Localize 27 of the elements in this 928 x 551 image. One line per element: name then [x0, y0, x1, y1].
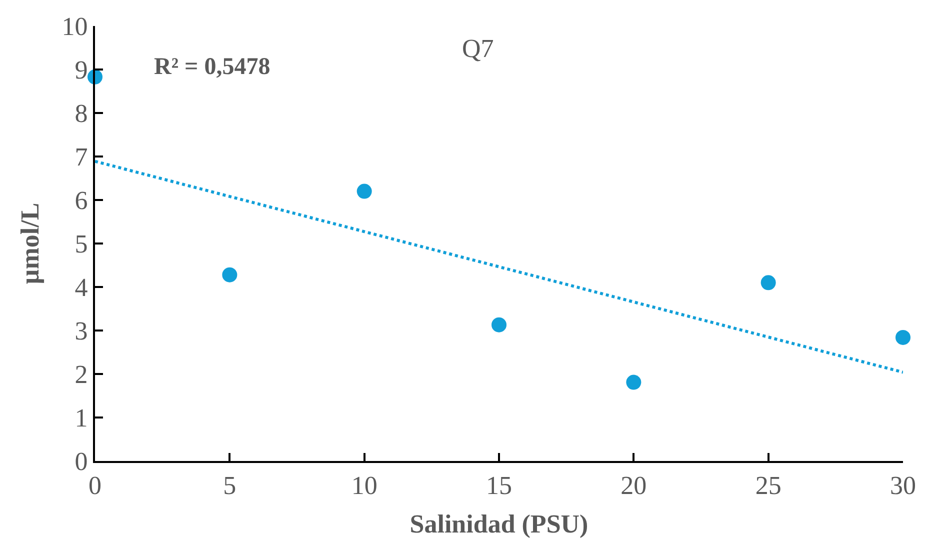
x-tick-label: 10 — [351, 471, 378, 500]
x-tick-label: 25 — [755, 471, 782, 500]
y-tick-label: 4 — [74, 273, 88, 302]
y-tick-label: 9 — [74, 56, 88, 85]
y-tick-label: 5 — [74, 230, 88, 259]
y-tick-label: 7 — [74, 142, 88, 172]
point — [896, 330, 910, 345]
point — [222, 267, 238, 282]
y-axis-title: µmol/L — [16, 202, 45, 284]
x-tick-label: 20 — [620, 471, 647, 500]
point — [492, 317, 506, 332]
x-tick-label: 15 — [486, 471, 512, 500]
y-tick-label: 2 — [74, 360, 88, 390]
annotation: R² = 0,5478 — [154, 54, 270, 80]
y-tick-label: 6 — [74, 186, 88, 216]
y-tick-label: 1 — [74, 404, 88, 433]
y-tick-label: 8 — [74, 99, 88, 128]
x-tick-label: 5 — [223, 471, 236, 500]
y-tick-label: 0 — [74, 447, 88, 476]
y-tick-label: 3 — [74, 316, 88, 346]
chart-title: Q7 — [462, 34, 494, 63]
y-tick-label: 10 — [62, 12, 88, 42]
x-axis-title: Salinidad (PSU) — [410, 509, 588, 538]
point — [356, 184, 372, 199]
point — [626, 374, 642, 390]
x-tick-label: 30 — [890, 471, 916, 500]
point — [760, 275, 776, 290]
